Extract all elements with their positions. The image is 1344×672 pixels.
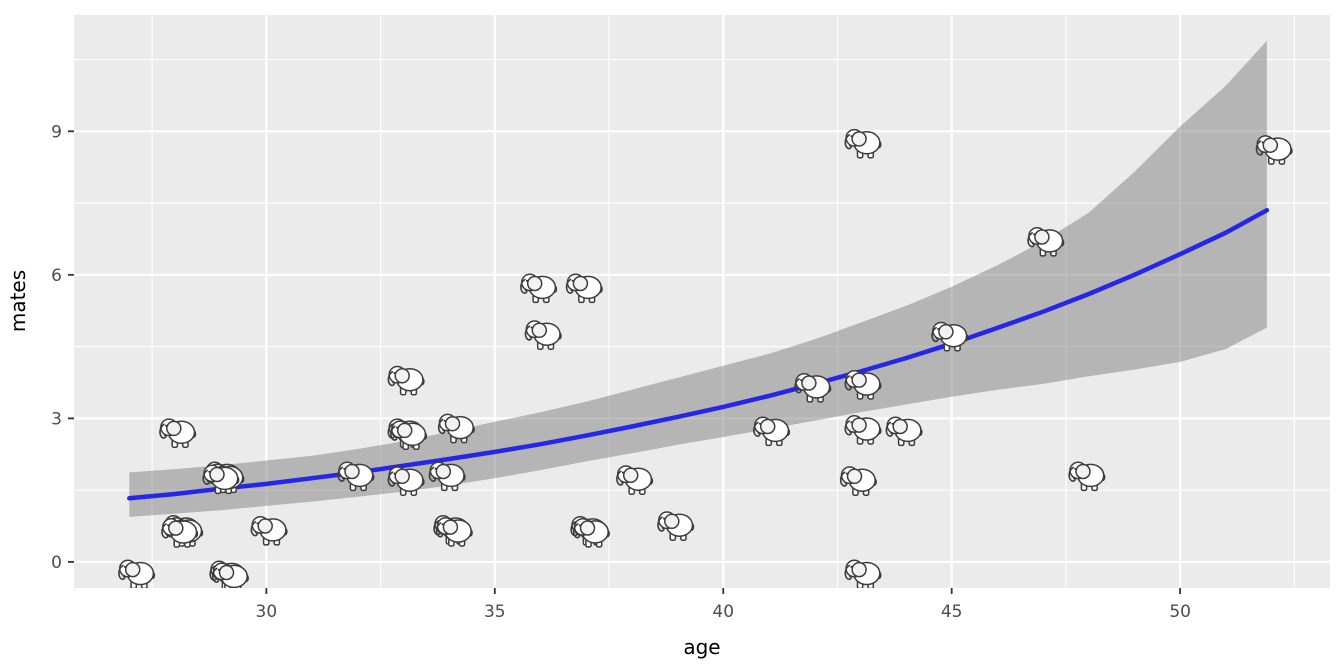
axis-tick-labels: 0 3 6 9 30 35 40 45 50 — [51, 122, 1191, 622]
smooth-line — [127, 207, 1270, 501]
x-tick-label: 45 — [941, 602, 963, 622]
x-tick-label: 40 — [712, 602, 734, 622]
x-tick-label: 30 — [256, 602, 278, 622]
axis-tick-marks — [68, 130, 1182, 594]
x-tick-label: 35 — [484, 602, 506, 622]
x-tick-label: 50 — [1169, 602, 1191, 622]
y-tick-label: 0 — [51, 553, 62, 573]
y-tick-label: 3 — [51, 409, 62, 429]
y-tick-label: 6 — [51, 266, 62, 286]
confidence-ribbon — [129, 40, 1267, 517]
y-tick-label: 9 — [51, 122, 62, 142]
y-axis-title: mates — [6, 270, 30, 332]
x-axis-title: age — [683, 635, 720, 659]
major-gridlines — [74, 15, 1330, 588]
